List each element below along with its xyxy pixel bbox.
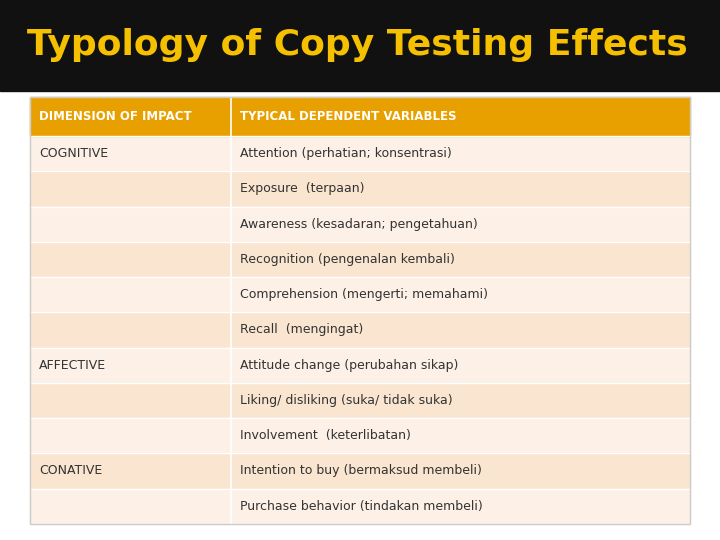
Text: Attitude change (perubahan sikap): Attitude change (perubahan sikap)	[240, 359, 459, 372]
Text: CONATIVE: CONATIVE	[39, 464, 102, 477]
Text: TYPICAL DEPENDENT VARIABLES: TYPICAL DEPENDENT VARIABLES	[240, 110, 456, 123]
Bar	[30, 383, 690, 418]
Text: Awareness (kesadaran; pengetahuan): Awareness (kesadaran; pengetahuan)	[240, 218, 478, 231]
Bar	[30, 242, 690, 277]
Text: AFFECTIVE: AFFECTIVE	[39, 359, 106, 372]
Text: Comprehension (mengerti; memahami): Comprehension (mengerti; memahami)	[240, 288, 488, 301]
Text: DIMENSION OF IMPACT: DIMENSION OF IMPACT	[39, 110, 192, 123]
Bar	[30, 312, 690, 348]
Text: COGNITIVE: COGNITIVE	[39, 147, 108, 160]
Text: Liking/ disliking (suka/ tidak suka): Liking/ disliking (suka/ tidak suka)	[240, 394, 453, 407]
Text: Recall  (mengingat): Recall (mengingat)	[240, 323, 364, 336]
Bar	[30, 97, 690, 136]
Text: Typology of Copy Testing Effects: Typology of Copy Testing Effects	[27, 29, 688, 62]
Bar	[0, 0, 720, 91]
Text: Exposure  (terpaan): Exposure (terpaan)	[240, 183, 364, 195]
Bar	[30, 136, 690, 171]
Bar	[30, 348, 690, 383]
Bar	[30, 277, 690, 312]
Text: Intention to buy (bermaksud membeli): Intention to buy (bermaksud membeli)	[240, 464, 482, 477]
Text: Purchase behavior (tindakan membeli): Purchase behavior (tindakan membeli)	[240, 500, 483, 512]
Text: Involvement  (keterlibatan): Involvement (keterlibatan)	[240, 429, 411, 442]
Bar	[30, 453, 690, 489]
Bar	[30, 171, 690, 207]
Text: Attention (perhatian; konsentrasi): Attention (perhatian; konsentrasi)	[240, 147, 451, 160]
Text: Recognition (pengenalan kembali): Recognition (pengenalan kembali)	[240, 253, 455, 266]
Bar	[30, 418, 690, 453]
Bar	[30, 489, 690, 524]
Bar	[30, 207, 690, 242]
Bar	[30, 97, 690, 524]
